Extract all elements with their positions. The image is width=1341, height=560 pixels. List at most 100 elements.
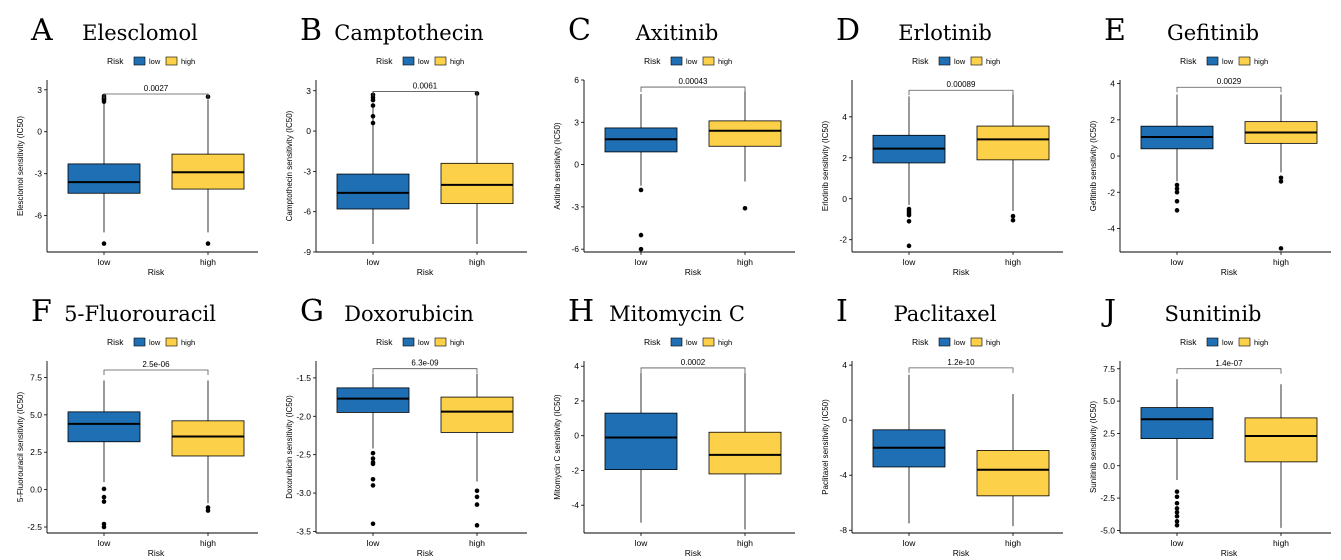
x-tick-label: high	[1005, 538, 1021, 548]
y-axis-label: Axitinib sensitivity (IC50)	[553, 122, 562, 209]
panel-d: D Erlotinib Risk low high -2 0 2 4 Erlotinib sens…	[821, 13, 1063, 277]
y-tick-label: -2	[839, 235, 847, 245]
outlier-point	[1278, 175, 1284, 181]
legend-title: Risk	[1180, 337, 1197, 347]
outlier-point	[370, 483, 376, 488]
p-value-label: 0.0002	[681, 358, 706, 367]
y-tick-label: -3.5	[296, 526, 311, 536]
panel-g: G Doxorubicin Risk low high -3.5 -3.0 -2.5 -2.0 -…	[285, 294, 527, 558]
legend-label-high: high	[718, 338, 732, 347]
box-low	[604, 94, 678, 252]
legend-label-high: high	[986, 57, 1000, 66]
box-iqr	[1244, 417, 1318, 463]
legend-key-low	[670, 56, 683, 66]
legend-label-low: low	[1222, 57, 1234, 66]
legend-label-high: high	[450, 338, 464, 347]
outlier-point	[474, 488, 480, 494]
box-high	[708, 91, 782, 211]
y-tick-label: 0	[1110, 151, 1115, 161]
y-tick-label: 0	[306, 126, 311, 136]
panel-f: F 5-Fluorouracil Risk low high -2.5 0.0 2.5 5.0 7…	[16, 294, 258, 558]
x-axis-label: Risk	[953, 267, 970, 277]
y-tick-label: 2	[1110, 115, 1115, 125]
outlier-point	[370, 113, 376, 119]
outlier-point	[1174, 506, 1180, 511]
legend-title: Risk	[107, 337, 124, 347]
panel-title: Elesclomol	[82, 21, 198, 45]
y-tick-label: -2.5	[1100, 493, 1115, 503]
p-value-label: 2.5e-06	[142, 360, 170, 369]
legend-label-low: low	[418, 57, 430, 66]
legend: Risk low high	[912, 337, 1000, 347]
legend-label-high: high	[1254, 57, 1268, 66]
outlier-point	[906, 212, 912, 218]
outlier-point	[101, 524, 107, 530]
outlier-point	[1010, 213, 1016, 219]
legend-key-high	[970, 337, 983, 347]
y-tick-label: -3	[303, 166, 311, 176]
y-tick-label: 2.5	[30, 447, 42, 457]
outlier-point	[205, 241, 211, 246]
legend: Risk low high	[644, 56, 732, 66]
significance-bracket	[1176, 368, 1282, 374]
legend: Risk low high	[912, 56, 1000, 66]
p-value-label: 0.00043	[679, 77, 708, 86]
x-axis-label: Risk	[1221, 548, 1238, 558]
box-iqr	[1140, 407, 1214, 439]
box-iqr	[67, 163, 141, 194]
y-tick-label: 4	[842, 360, 847, 370]
p-value-label: 0.00089	[947, 80, 976, 89]
outlier-point	[205, 508, 211, 513]
x-tick-label: high	[200, 538, 216, 548]
y-tick-label: -9	[303, 247, 311, 257]
y-axis-label: Sunitinib sensitivity (IC50)	[1089, 401, 1098, 493]
y-tick-label: 3	[574, 117, 579, 127]
x-axis-label: Risk	[685, 548, 702, 558]
panel-e: E Gefitinib Risk low high -4 -2 0 2 4 Gefitinib se…	[1089, 13, 1331, 277]
y-tick-label: 4	[1110, 79, 1115, 89]
legend-key-low	[938, 337, 951, 347]
x-tick-label: low	[903, 257, 917, 267]
significance-bracket	[640, 86, 746, 93]
legend-key-low	[133, 56, 146, 66]
x-axis-label: Risk	[417, 267, 434, 277]
panel-letter: D	[836, 13, 860, 48]
outlier-point	[1174, 513, 1180, 519]
x-tick-label: high	[1273, 538, 1289, 548]
x-axis-label: Risk	[417, 548, 434, 558]
y-tick-label: -2	[571, 465, 579, 475]
y-tick-label: 0.0	[1103, 461, 1115, 471]
y-axis-label: Elesclomol sensitivity (IC50)	[16, 116, 25, 216]
x-tick-label: low	[1171, 538, 1185, 548]
outlier-point	[1174, 189, 1180, 195]
outlier-point	[370, 476, 376, 482]
p-value-label: 0.0027	[144, 84, 169, 93]
panel-letter: B	[300, 13, 322, 48]
p-value-label: 0.0029	[1217, 77, 1242, 86]
y-tick-label: 2.5	[1103, 428, 1115, 438]
y-tick-label: 0	[574, 160, 579, 170]
panel-letter: H	[568, 294, 594, 329]
outlier-point	[1174, 500, 1180, 506]
x-tick-label: low	[367, 257, 381, 267]
p-value-label: 0.0061	[413, 81, 438, 90]
legend-label-low: low	[686, 57, 698, 66]
box-high	[440, 374, 514, 528]
p-value-label: 6.3e-09	[411, 359, 439, 368]
panel-title: Camptothecin	[334, 21, 483, 45]
panel-a: A Elesclomol Risk low high -6 -3 0 3 Elesclomol s…	[16, 13, 258, 277]
legend-label-low: low	[149, 338, 161, 347]
legend-key-low	[133, 337, 146, 347]
legend-key-high	[1238, 56, 1251, 66]
panel-h: H Mitomycin C Risk low high -4 -2 0 2 4 Mitomycin …	[553, 294, 795, 558]
significance-bracket	[908, 367, 1014, 373]
y-tick-label: 5.0	[30, 410, 42, 420]
box-low	[872, 96, 946, 249]
panel-letter: F	[31, 294, 52, 329]
significance-bracket	[103, 93, 209, 99]
y-axis-label: 5-Fluorouracil sensitivity (IC50)	[16, 392, 25, 503]
box-iqr	[976, 450, 1050, 497]
x-tick-label: high	[737, 538, 753, 548]
box-iqr	[976, 125, 1050, 161]
y-tick-label: -6	[303, 207, 311, 217]
